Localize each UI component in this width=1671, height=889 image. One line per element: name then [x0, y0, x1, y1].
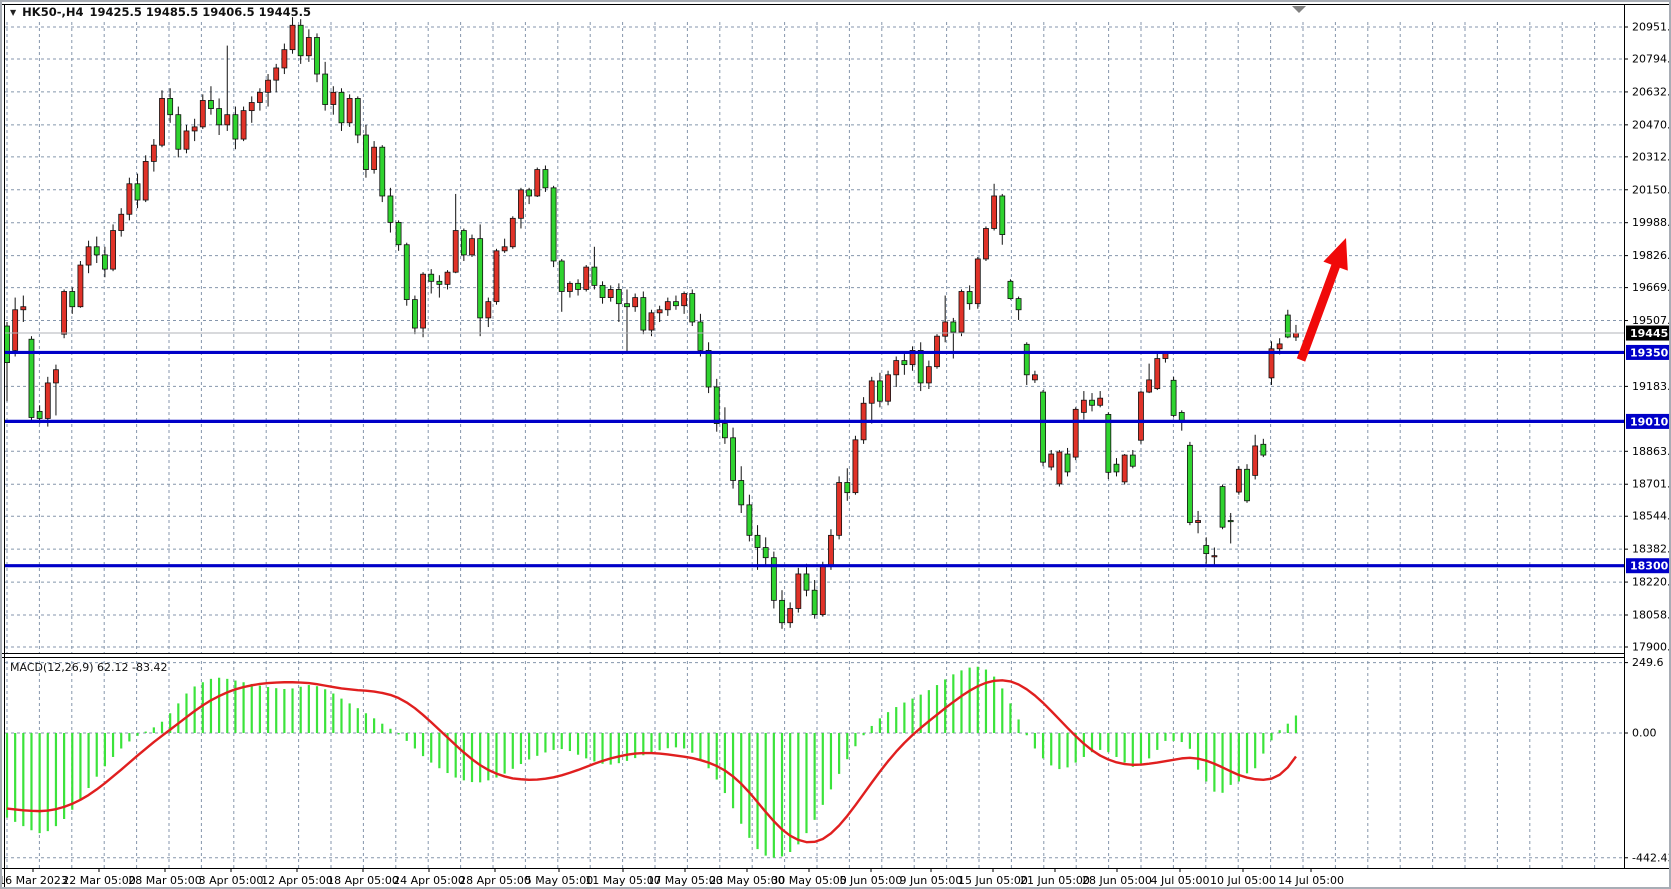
macd-indicator-label: MACD(12,26,9) 62.12 -83.42: [10, 661, 168, 674]
svg-text:10 Jul 05:00: 10 Jul 05:00: [1210, 874, 1276, 887]
svg-text:0.00: 0.00: [1632, 727, 1657, 740]
svg-text:18 Apr 05:00: 18 Apr 05:00: [327, 874, 399, 887]
svg-text:5 May 05:00: 5 May 05:00: [525, 874, 593, 887]
svg-text:18220.0: 18220.0: [1632, 576, 1671, 589]
horizontal-support-resistance-lines: [5, 350, 1624, 568]
macd-indicator: [5, 666, 1298, 858]
hline-price-badge: [1626, 413, 1669, 429]
shift-end-marker-icon[interactable]: [1292, 6, 1306, 13]
trend-arrow-annotation[interactable]: [1296, 238, 1348, 362]
svg-text:21 Jun 05:00: 21 Jun 05:00: [1020, 874, 1090, 887]
svg-text:20632.0: 20632.0: [1632, 85, 1671, 98]
svg-text:23 May 05:00: 23 May 05:00: [709, 874, 784, 887]
svg-text:16 Mar 2023: 16 Mar 2023: [2, 874, 68, 887]
chart-title-ohlc: 19425.5 19485.5 19406.5 19445.5: [89, 5, 311, 19]
svg-text:17900.5: 17900.5: [1632, 640, 1671, 653]
svg-text:19445.5: 19445.5: [1630, 327, 1671, 340]
svg-text:18863.5: 18863.5: [1632, 445, 1671, 458]
chart-title: ▼ HK50-,H4 19425.5 19485.5 19406.5 19445…: [10, 5, 311, 19]
svg-text:15 Jun 05:00: 15 Jun 05:00: [958, 874, 1028, 887]
chart-title-symbol: HK50-,H4: [22, 5, 84, 19]
svg-text:5 Jun 05:00: 5 Jun 05:00: [840, 874, 903, 887]
svg-text:19010.6: 19010.6: [1630, 415, 1671, 428]
svg-text:18544.0: 18544.0: [1632, 510, 1671, 523]
svg-text:4 Jul 05:00: 4 Jul 05:00: [1151, 874, 1210, 887]
current-price-badge: [1626, 325, 1669, 341]
svg-text:20470.0: 20470.0: [1632, 118, 1671, 131]
svg-text:20951.5: 20951.5: [1632, 21, 1671, 34]
svg-text:9 Jun 05:00: 9 Jun 05:00: [900, 874, 963, 887]
svg-text:24 Apr 05:00: 24 Apr 05:00: [393, 874, 465, 887]
svg-text:19507.0: 19507.0: [1632, 314, 1671, 327]
svg-text:22 Mar 05:00: 22 Mar 05:00: [62, 874, 135, 887]
svg-text:18058.0: 18058.0: [1632, 608, 1671, 621]
svg-text:17 May 05:00: 17 May 05:00: [647, 874, 722, 887]
symbol-dropdown-icon[interactable]: ▼: [10, 7, 17, 17]
svg-text:19988.5: 19988.5: [1632, 216, 1671, 229]
svg-text:3 Apr 05:00: 3 Apr 05:00: [199, 874, 264, 887]
svg-text:30 May 05:00: 30 May 05:00: [771, 874, 846, 887]
svg-text:19826.5: 19826.5: [1632, 249, 1671, 262]
svg-text:28 Jun 05:00: 28 Jun 05:00: [1082, 874, 1152, 887]
svg-text:12 Apr 05:00: 12 Apr 05:00: [261, 874, 333, 887]
svg-text:20794.0: 20794.0: [1632, 53, 1671, 66]
svg-text:20150.5: 20150.5: [1632, 183, 1671, 196]
candlestick-series: [4, 17, 1299, 629]
price-axis[interactable]: 20951.5 20794.0 20632.0 20470.0 20312.5 20150…: [1624, 21, 1671, 865]
svg-text:18701.5: 18701.5: [1632, 478, 1671, 491]
macd-values: 62.12 -83.42: [97, 661, 168, 674]
svg-text:18300.5: 18300.5: [1630, 560, 1671, 573]
svg-text:-442.43: -442.43: [1632, 851, 1671, 864]
macd-signal-line: [6, 679, 1297, 844]
svg-text:19183.0: 19183.0: [1632, 380, 1671, 393]
svg-text:11 May 05:00: 11 May 05:00: [585, 874, 660, 887]
svg-text:28 Mar 05:00: 28 Mar 05:00: [128, 874, 201, 887]
svg-text:20312.5: 20312.5: [1632, 150, 1671, 163]
svg-text:18382.0: 18382.0: [1632, 543, 1671, 556]
svg-text:19669.0: 19669.0: [1632, 281, 1671, 294]
panel-frames: [2, 4, 1669, 887]
svg-text:28 Apr 05:00: 28 Apr 05:00: [459, 874, 531, 887]
svg-text:19350.0: 19350.0: [1630, 346, 1671, 359]
hline-price-badge: [1626, 558, 1669, 574]
svg-text:14 Jul 05:00: 14 Jul 05:00: [1278, 874, 1344, 887]
svg-text:249.6: 249.6: [1632, 656, 1664, 669]
hline-price-badge: [1626, 344, 1669, 360]
macd-label: MACD(12,26,9): [10, 661, 94, 674]
